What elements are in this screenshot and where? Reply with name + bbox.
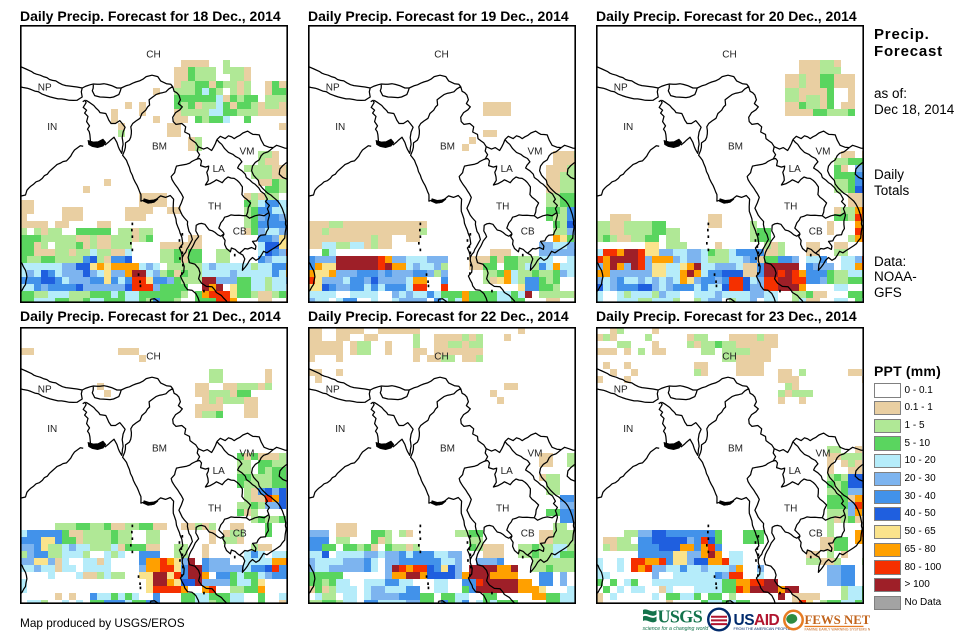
svg-text:CB: CB <box>233 528 247 539</box>
svg-text:NP: NP <box>38 384 52 395</box>
svg-text:IN: IN <box>47 424 57 435</box>
svg-text:VM: VM <box>528 448 543 459</box>
svg-text:TH: TH <box>208 202 221 213</box>
svg-text:LA: LA <box>213 465 226 476</box>
svg-text:TH: TH <box>784 503 797 514</box>
svg-text:TH: TH <box>496 503 509 514</box>
svg-text:LA: LA <box>501 465 514 476</box>
svg-text:NP: NP <box>38 83 52 94</box>
svg-text:TH: TH <box>208 503 221 514</box>
svg-text:NP: NP <box>326 384 340 395</box>
svg-text:IN: IN <box>47 122 57 133</box>
svg-text:TH: TH <box>496 202 509 213</box>
svg-text:IN: IN <box>623 122 633 133</box>
svg-text:BM: BM <box>440 142 455 153</box>
svg-text:FROM THE AMERICAN PEOPLE: FROM THE AMERICAN PEOPLE <box>734 627 791 631</box>
svg-text:CB: CB <box>521 227 535 238</box>
svg-text:CB: CB <box>233 227 247 238</box>
svg-text:IN: IN <box>335 122 345 133</box>
svg-text:BM: BM <box>152 443 167 454</box>
svg-text:CB: CB <box>809 227 823 238</box>
svg-text:BM: BM <box>152 142 167 153</box>
svg-text:FAMINE EARLY WARNING SYSTEMS N: FAMINE EARLY WARNING SYSTEMS NETWORK <box>805 628 871 632</box>
svg-text:TH: TH <box>784 202 797 213</box>
svg-text:USAID: USAID <box>734 612 780 629</box>
svg-text:CH: CH <box>722 50 736 61</box>
svg-text:LA: LA <box>789 465 802 476</box>
svg-text:USGS: USGS <box>658 607 703 627</box>
svg-text:BM: BM <box>440 443 455 454</box>
svg-text:NP: NP <box>614 384 628 395</box>
svg-text:VM: VM <box>528 147 543 158</box>
svg-text:NP: NP <box>614 83 628 94</box>
svg-text:IN: IN <box>335 424 345 435</box>
svg-text:LA: LA <box>501 164 514 175</box>
svg-text:IN: IN <box>623 424 633 435</box>
svg-text:VM: VM <box>240 147 255 158</box>
svg-text:VM: VM <box>816 147 831 158</box>
svg-text:CH: CH <box>434 351 448 362</box>
svg-text:BM: BM <box>728 443 743 454</box>
svg-text:CH: CH <box>722 351 736 362</box>
svg-text:CH: CH <box>434 50 448 61</box>
svg-text:CB: CB <box>521 528 535 539</box>
svg-text:LA: LA <box>213 164 226 175</box>
svg-text:CH: CH <box>146 351 160 362</box>
svg-text:CH: CH <box>146 50 160 61</box>
svg-text:VM: VM <box>816 448 831 459</box>
svg-text:science for a changing world: science for a changing world <box>643 626 710 632</box>
svg-text:CB: CB <box>809 528 823 539</box>
svg-text:BM: BM <box>728 142 743 153</box>
svg-text:VM: VM <box>240 448 255 459</box>
svg-text:LA: LA <box>789 164 802 175</box>
svg-text:NP: NP <box>326 83 340 94</box>
svg-text:FEWS NET: FEWS NET <box>805 613 871 627</box>
